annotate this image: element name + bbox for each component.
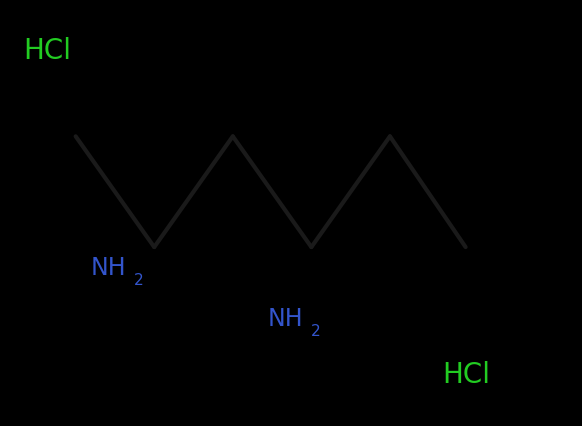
Text: HCl: HCl: [23, 37, 71, 65]
Text: 2: 2: [134, 273, 144, 288]
Text: HCl: HCl: [442, 361, 490, 389]
Text: NH: NH: [268, 308, 303, 331]
Text: 2: 2: [311, 324, 321, 339]
Text: NH: NH: [90, 256, 126, 280]
